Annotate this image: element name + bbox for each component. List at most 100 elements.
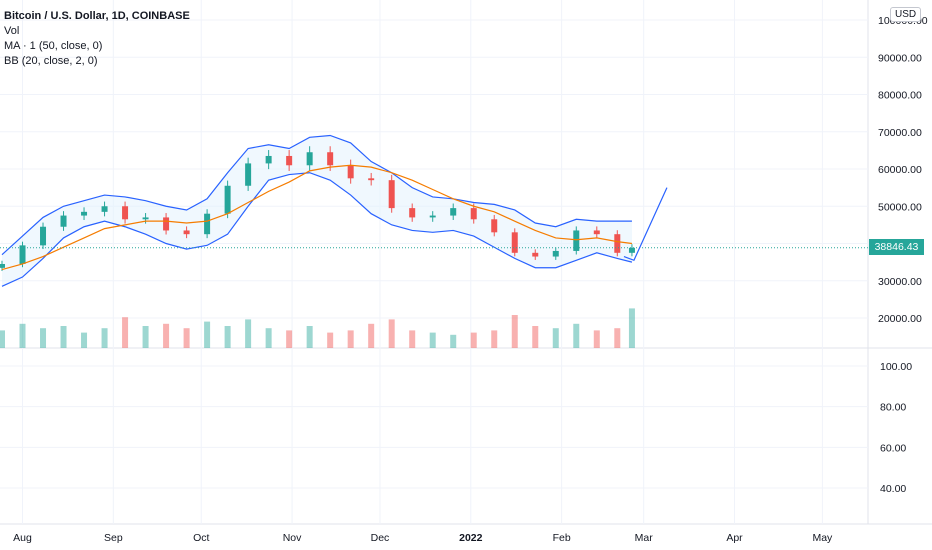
candle-body [265,155,272,164]
candle-body [327,152,334,166]
volume-bar [511,315,518,348]
volume-bar [347,330,354,348]
time-tick-label: Aug [13,532,32,544]
candle-body [532,252,539,257]
candle-body [40,226,47,246]
volume-bar [388,319,395,348]
volume-bar [60,326,67,348]
volume-bar [491,330,498,348]
bb-upper-line [1,134,632,256]
candle-body [614,234,621,253]
candle-body [306,152,313,166]
volume-bar [614,328,621,348]
chart-grid [0,0,932,525]
volume-bar [0,330,5,348]
volume-bar [327,332,334,348]
volume-bar [142,326,149,348]
drawn-trend-line [623,187,668,262]
candle-body [628,247,635,253]
volume-bar [204,321,211,348]
price-tick-label: 80000.00 [878,90,922,102]
candle-body [388,180,395,209]
volume-tick-label: 100.00 [880,361,912,373]
candle-body [593,230,600,235]
volume-tick-label: 60.00 [880,442,906,454]
time-tick-label: May [812,532,833,544]
candle-body [286,155,293,166]
volume-bar [573,323,580,348]
candle-body [245,163,252,186]
candle-body [204,213,211,235]
volume-indicator-label[interactable]: Vol [4,25,20,37]
price-tick-label: 20000.00 [878,313,922,325]
candle-body [101,206,108,212]
candle-body [552,250,559,257]
time-tick-label: Feb [553,532,571,544]
volume-bar [122,317,129,348]
volume-bar [183,328,190,348]
bb-fill [2,135,632,287]
candle-body [511,232,518,253]
time-tick-label: Oct [193,532,209,544]
chart-legend: Bitcoin / U.S. Dollar, 1D, COINBASE Vol … [4,9,190,69]
volume-bar [245,319,252,348]
volume-tick-label: 40.00 [880,483,906,495]
bb-indicator-label[interactable]: BB (20, close, 2, 0) [4,55,98,67]
candle-body [368,178,375,181]
price-tick-label: 70000.00 [878,127,922,139]
volume-bar [40,328,47,348]
candle-body [347,165,354,179]
volume-bar [593,330,600,348]
candle-body [81,211,88,216]
volume-bar [101,328,108,348]
price-tick-label: 90000.00 [878,52,922,64]
time-tick-label: 2022 [459,532,483,544]
currency-label[interactable]: USD [890,7,922,22]
volume-bar [429,332,436,348]
price-candles [0,146,635,271]
last-price-tag: 38846.43 [869,239,924,255]
time-tick-label: Apr [726,532,743,544]
candle-body [491,219,498,233]
bollinger-bands [2,135,632,287]
time-tick-label: Sep [104,532,123,544]
volume-bars [0,308,635,348]
candle-body [60,215,67,227]
bb-lower-line [1,172,633,287]
time-tick-label: Mar [635,532,654,544]
candle-body [573,230,580,251]
volume-bar [628,308,635,348]
volume-bar [265,328,272,348]
volume-tick-label: 80.00 [880,402,906,414]
volume-bar [552,328,559,348]
ma-indicator-label[interactable]: MA · 1 (50, close, 0) [4,40,103,52]
volume-bar [286,330,293,348]
candle-body [429,215,436,218]
volume-bar [163,323,170,348]
time-tick-label: Nov [283,532,302,544]
volume-bar [224,326,231,348]
price-tick-label: 50000.00 [878,201,922,213]
volume-bar [532,326,539,348]
candle-body [0,263,5,268]
candle-body [19,245,26,264]
volume-bar [470,332,477,348]
price-tick-label: 60000.00 [878,164,922,176]
volume-bar [81,332,88,348]
candle-body [163,217,170,231]
indicator-lines [0,134,868,287]
time-tick-label: Dec [371,532,390,544]
ma-line [1,164,633,271]
volume-bar [409,330,416,348]
candle-body [142,217,149,220]
volume-bar [306,326,313,348]
volume-bar [368,323,375,348]
candle-body [409,208,416,218]
candle-body [450,208,457,216]
volume-bar [450,334,457,348]
candle-body [183,230,190,235]
symbol-title[interactable]: Bitcoin / U.S. Dollar, 1D, COINBASE [4,10,190,22]
candle-body [224,185,231,214]
volume-bar [19,323,26,348]
